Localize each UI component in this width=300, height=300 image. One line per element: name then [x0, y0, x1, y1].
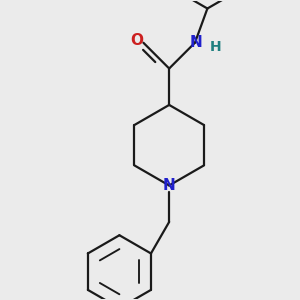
Text: N: N: [163, 178, 175, 193]
Text: O: O: [130, 33, 143, 48]
Text: N: N: [190, 35, 202, 50]
Text: H: H: [210, 40, 222, 54]
